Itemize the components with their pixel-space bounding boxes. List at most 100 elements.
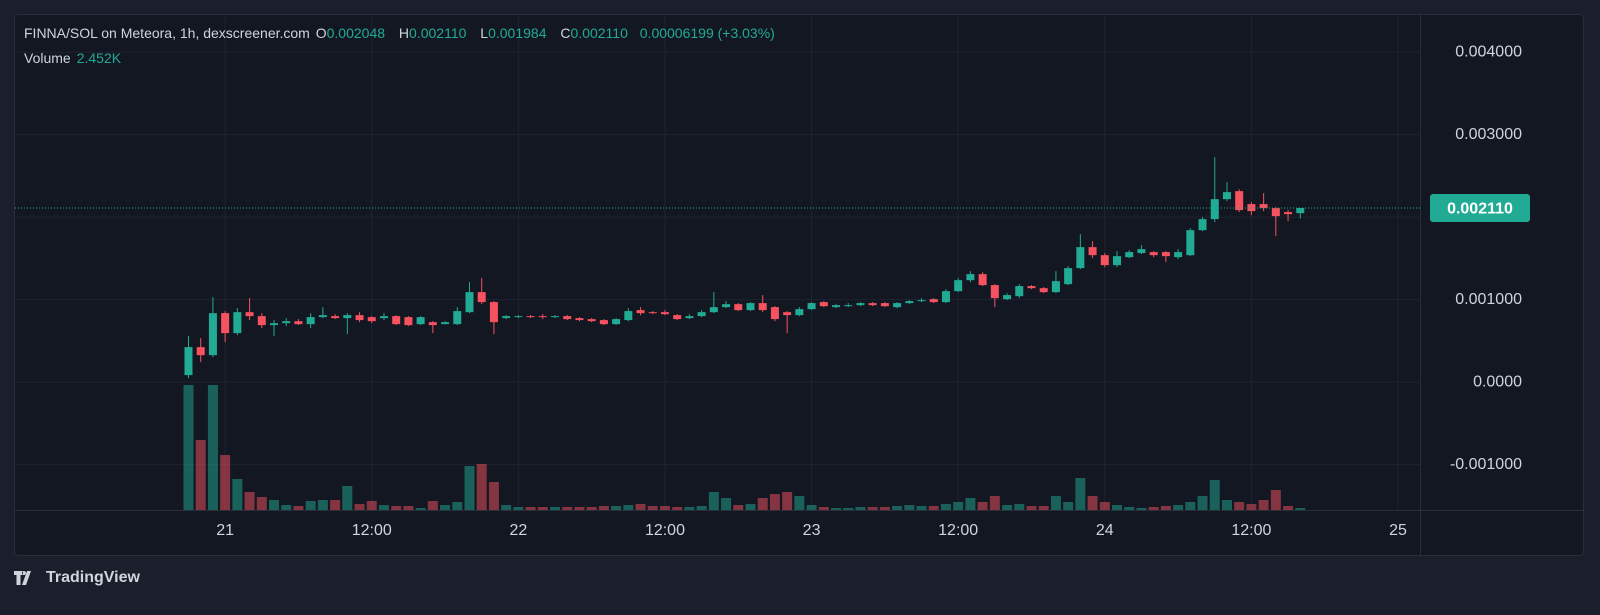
candle-body <box>599 320 608 325</box>
candle-body <box>233 312 242 334</box>
candle-body <box>746 303 755 311</box>
volume-bar <box>476 464 487 510</box>
volume-bar <box>818 507 829 510</box>
candle-body <box>868 303 877 306</box>
volume-bar <box>244 492 255 510</box>
volume-bar <box>354 504 365 510</box>
candle-body <box>331 316 340 319</box>
x-tick-label: 25 <box>1389 522 1407 539</box>
candle-body <box>844 305 853 307</box>
candle-body <box>783 312 792 316</box>
volume-bar <box>1075 478 1086 510</box>
volume-bar <box>782 492 793 510</box>
volume-bar <box>1014 504 1025 510</box>
x-tick-label: 21 <box>216 522 234 539</box>
ohlc-value: 0.002110 <box>570 25 628 41</box>
candle-body <box>1039 288 1048 293</box>
candle-body <box>208 313 217 356</box>
volume-bar <box>647 506 658 510</box>
candle-body <box>184 347 193 376</box>
volume-bar <box>611 506 622 510</box>
candle-body <box>966 274 975 281</box>
volume-bar <box>464 466 475 510</box>
volume-bar <box>1234 502 1245 510</box>
candle-body <box>379 316 388 319</box>
volume-bar <box>513 507 524 510</box>
volume-bar <box>1173 505 1184 510</box>
volume-bar <box>195 440 206 510</box>
candle-body <box>709 307 718 313</box>
candle-body <box>551 316 560 318</box>
change: 0.00006199 (+3.03%) <box>639 25 775 41</box>
legend-header: FINNA/SOL on Meteora, 1h, dexscreener.co… <box>24 25 783 41</box>
volume-bar <box>1221 500 1232 510</box>
x-tick-label: 23 <box>803 522 821 539</box>
candle-body <box>941 291 950 303</box>
volume-bar <box>220 455 231 510</box>
y-tick-label: 0.0000 <box>1473 373 1522 390</box>
volume-bar <box>1160 506 1171 510</box>
x-tick-label: 22 <box>509 522 527 539</box>
volume-bar <box>696 506 707 510</box>
volume-bar <box>1038 506 1049 510</box>
volume-bar <box>1295 508 1306 510</box>
last-price-tag <box>1430 194 1530 223</box>
candle-body <box>905 301 914 304</box>
volume-bar <box>904 505 915 510</box>
y-tick-label: 0.001000 <box>1455 291 1522 308</box>
volume-bar <box>1283 506 1294 510</box>
candle-body <box>306 317 315 325</box>
volume-bar <box>586 507 597 510</box>
candle-body <box>819 302 828 307</box>
candle-body <box>526 316 535 318</box>
ohlc-value: 0.002110 <box>409 25 467 41</box>
candle-body <box>282 321 291 324</box>
candle-body <box>624 311 633 321</box>
volume-bar <box>745 504 756 510</box>
y-tick-label: 0.004000 <box>1455 43 1522 60</box>
volume-bar <box>1258 500 1269 510</box>
candle-body <box>367 317 376 322</box>
volume-bar <box>317 500 328 510</box>
volume-bar <box>1185 502 1196 510</box>
volume-bar <box>1136 508 1147 510</box>
volume-bar <box>574 507 585 510</box>
volume-bar <box>879 507 890 510</box>
candle-body <box>929 299 938 303</box>
ohlc-value: 0.002048 <box>326 25 386 41</box>
candle-body <box>1125 252 1134 258</box>
candle-body <box>648 312 657 314</box>
volume-bar <box>635 504 646 510</box>
chart-panel <box>14 14 1584 556</box>
volume-bar <box>892 506 903 510</box>
candle-body <box>880 303 889 307</box>
candle-body <box>978 274 987 286</box>
volume-bar <box>305 501 316 510</box>
candle-body <box>1161 252 1170 257</box>
candle-body <box>636 310 645 314</box>
volume-bar <box>525 507 536 510</box>
candle-body <box>575 318 584 321</box>
candle-body <box>1051 281 1060 293</box>
volume-bar <box>378 505 389 510</box>
candle-body <box>1259 204 1268 209</box>
y-tick-label: -0.001000 <box>1450 456 1522 473</box>
candle-body <box>1296 208 1305 214</box>
volume-bar <box>562 507 573 510</box>
candle-body <box>257 316 266 326</box>
volume-bar <box>928 506 939 510</box>
candle-body <box>685 316 694 319</box>
candle-body <box>416 317 425 325</box>
last-price-label: 0.002110 <box>1447 200 1513 217</box>
candle-body <box>1076 247 1085 269</box>
volume-bar <box>1112 505 1123 510</box>
volume-bar <box>403 506 414 510</box>
candle-body <box>355 315 364 321</box>
candle-body <box>465 292 474 313</box>
candle-body <box>990 285 999 299</box>
candle-body <box>1222 192 1231 200</box>
volume-bar <box>366 501 377 510</box>
volume-bar <box>831 508 842 510</box>
volume-bar <box>623 505 634 510</box>
candle-body <box>1100 255 1109 266</box>
